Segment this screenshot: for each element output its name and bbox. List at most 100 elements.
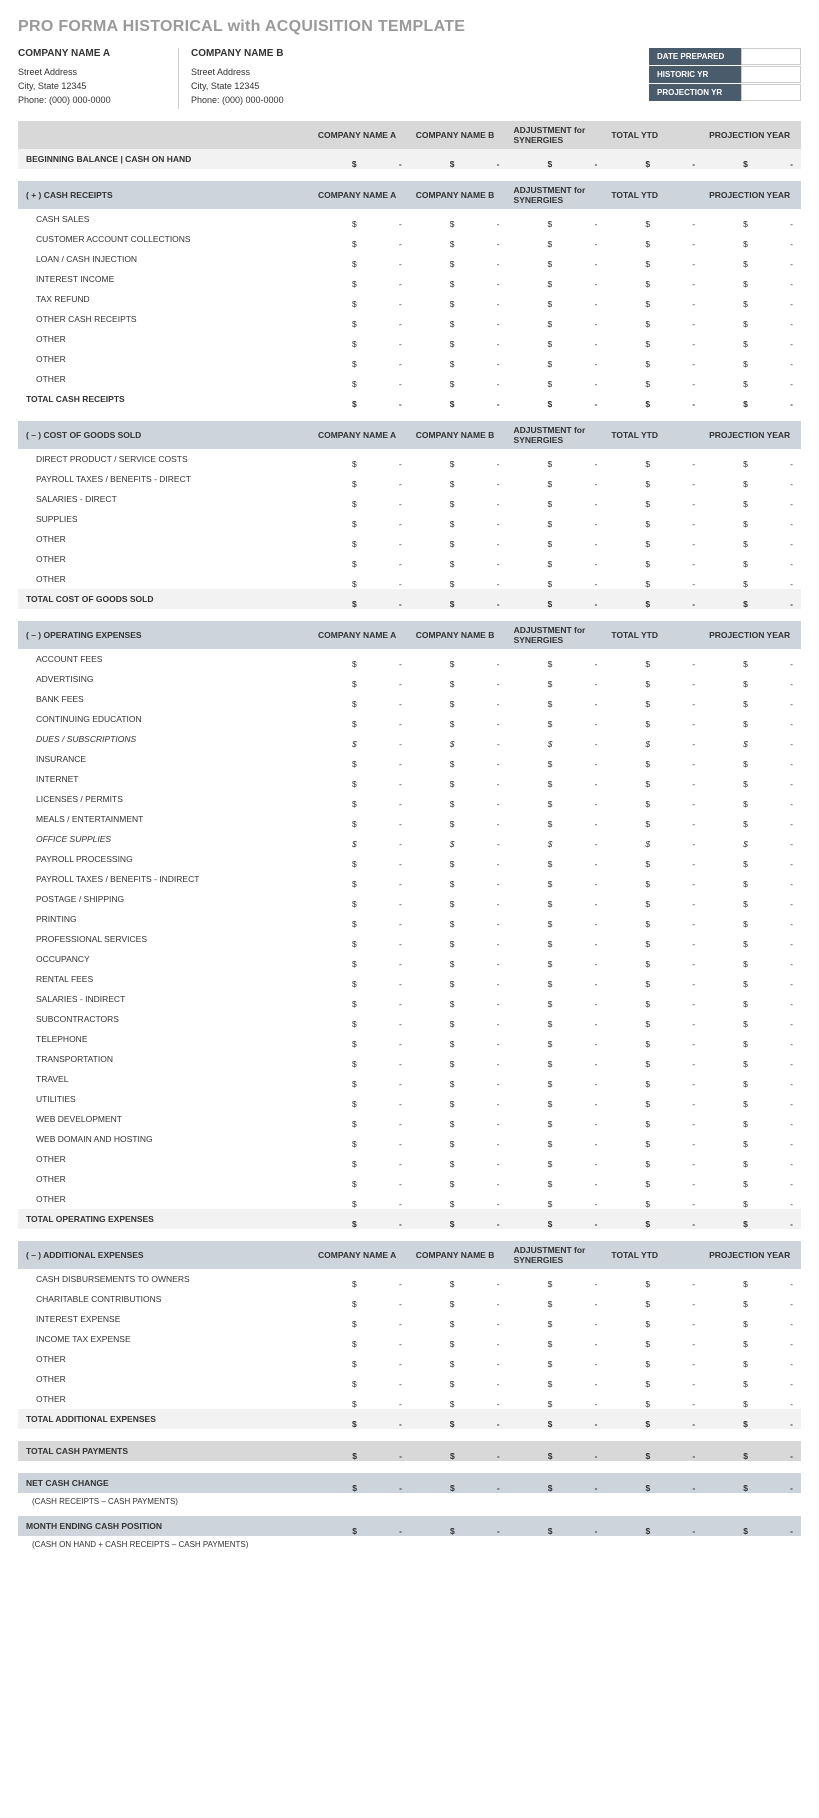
- value-cell[interactable]: $-: [605, 1269, 703, 1289]
- value-cell[interactable]: $-: [508, 249, 606, 269]
- value-cell[interactable]: $-: [312, 1129, 410, 1149]
- value-cell[interactable]: $-: [508, 509, 606, 529]
- value-cell[interactable]: $-: [703, 1169, 801, 1189]
- value-cell[interactable]: $-: [605, 569, 703, 589]
- value-cell[interactable]: $-: [703, 349, 801, 369]
- value-cell[interactable]: $-: [410, 209, 508, 229]
- value-cell[interactable]: $-: [605, 149, 703, 169]
- value-cell[interactable]: $-: [703, 649, 801, 669]
- value-cell[interactable]: $-: [508, 749, 606, 769]
- value-cell[interactable]: $-: [508, 1389, 606, 1409]
- value-cell[interactable]: $-: [605, 1349, 703, 1369]
- value-cell[interactable]: $-: [703, 549, 801, 569]
- value-cell[interactable]: $-: [410, 1329, 508, 1349]
- value-cell[interactable]: $-: [605, 789, 703, 809]
- value-cell[interactable]: $-: [703, 1349, 801, 1369]
- value-cell[interactable]: $-: [312, 1109, 410, 1129]
- value-cell[interactable]: $-: [410, 889, 508, 909]
- value-cell[interactable]: $-: [605, 1009, 703, 1029]
- value-cell[interactable]: $-: [605, 889, 703, 909]
- value-cell[interactable]: $-: [312, 329, 410, 349]
- value-cell[interactable]: $-: [703, 1129, 801, 1149]
- value-cell[interactable]: $-: [605, 589, 703, 609]
- value-cell[interactable]: $-: [703, 529, 801, 549]
- value-cell[interactable]: $-: [703, 1473, 801, 1493]
- value-cell[interactable]: $-: [508, 1441, 606, 1461]
- value-cell[interactable]: $-: [410, 1516, 508, 1536]
- value-cell[interactable]: $-: [703, 369, 801, 389]
- value-cell[interactable]: $-: [410, 1349, 508, 1369]
- value-cell[interactable]: $-: [703, 1389, 801, 1409]
- value-cell[interactable]: $-: [508, 549, 606, 569]
- value-cell[interactable]: $-: [312, 789, 410, 809]
- value-cell[interactable]: $-: [703, 1149, 801, 1169]
- value-cell[interactable]: $-: [508, 1189, 606, 1209]
- value-cell[interactable]: $-: [703, 889, 801, 909]
- value-cell[interactable]: $-: [508, 809, 606, 829]
- value-cell[interactable]: $-: [703, 1441, 801, 1461]
- value-cell[interactable]: $-: [605, 1069, 703, 1089]
- value-cell[interactable]: $-: [508, 389, 606, 409]
- value-cell[interactable]: $-: [312, 1149, 410, 1169]
- value-cell[interactable]: $-: [508, 269, 606, 289]
- value-cell[interactable]: $-: [605, 549, 703, 569]
- value-cell[interactable]: $-: [410, 229, 508, 249]
- value-cell[interactable]: $-: [703, 1309, 801, 1329]
- value-cell[interactable]: $-: [312, 709, 410, 729]
- value-cell[interactable]: $-: [410, 749, 508, 769]
- value-cell[interactable]: $-: [508, 1169, 606, 1189]
- value-cell[interactable]: $-: [508, 469, 606, 489]
- value-cell[interactable]: $-: [703, 1516, 801, 1536]
- value-cell[interactable]: $-: [410, 1029, 508, 1049]
- value-cell[interactable]: $-: [410, 469, 508, 489]
- value-cell[interactable]: $-: [605, 489, 703, 509]
- value-cell[interactable]: $-: [508, 929, 606, 949]
- value-cell[interactable]: $-: [508, 1129, 606, 1149]
- value-cell[interactable]: $-: [605, 1189, 703, 1209]
- value-cell[interactable]: $-: [410, 349, 508, 369]
- value-cell[interactable]: $-: [410, 1049, 508, 1069]
- value-cell[interactable]: $-: [312, 489, 410, 509]
- value-cell[interactable]: $-: [508, 1269, 606, 1289]
- value-cell[interactable]: $-: [508, 829, 606, 849]
- value-cell[interactable]: $-: [605, 729, 703, 749]
- value-cell[interactable]: $-: [703, 729, 801, 749]
- value-cell[interactable]: $-: [410, 269, 508, 289]
- value-cell[interactable]: $-: [605, 1089, 703, 1109]
- value-cell[interactable]: $-: [605, 1169, 703, 1189]
- value-cell[interactable]: $-: [605, 1149, 703, 1169]
- value-cell[interactable]: $-: [410, 789, 508, 809]
- value-cell[interactable]: $-: [605, 249, 703, 269]
- value-cell[interactable]: $-: [508, 589, 606, 609]
- value-cell[interactable]: $-: [605, 309, 703, 329]
- value-cell[interactable]: $-: [703, 1409, 801, 1429]
- value-cell[interactable]: $-: [410, 1109, 508, 1129]
- value-cell[interactable]: $-: [508, 1309, 606, 1329]
- value-cell[interactable]: $-: [605, 1109, 703, 1129]
- value-cell[interactable]: $-: [410, 389, 508, 409]
- meta-historic-yr-value[interactable]: [741, 66, 801, 83]
- value-cell[interactable]: $-: [508, 369, 606, 389]
- value-cell[interactable]: $-: [508, 1149, 606, 1169]
- value-cell[interactable]: $-: [312, 349, 410, 369]
- value-cell[interactable]: $-: [605, 969, 703, 989]
- value-cell[interactable]: $-: [312, 1441, 410, 1461]
- value-cell[interactable]: $-: [508, 1109, 606, 1129]
- value-cell[interactable]: $-: [703, 329, 801, 349]
- value-cell[interactable]: $-: [410, 1189, 508, 1209]
- value-cell[interactable]: $-: [410, 1149, 508, 1169]
- value-cell[interactable]: $-: [312, 229, 410, 249]
- value-cell[interactable]: $-: [508, 209, 606, 229]
- value-cell[interactable]: $-: [508, 1009, 606, 1029]
- value-cell[interactable]: $-: [410, 289, 508, 309]
- value-cell[interactable]: $-: [312, 729, 410, 749]
- value-cell[interactable]: $-: [703, 809, 801, 829]
- value-cell[interactable]: $-: [703, 709, 801, 729]
- value-cell[interactable]: $-: [703, 1069, 801, 1089]
- value-cell[interactable]: $-: [312, 1349, 410, 1369]
- value-cell[interactable]: $-: [605, 509, 703, 529]
- value-cell[interactable]: $-: [703, 229, 801, 249]
- value-cell[interactable]: $-: [703, 1289, 801, 1309]
- value-cell[interactable]: $-: [312, 269, 410, 289]
- value-cell[interactable]: $-: [605, 1441, 703, 1461]
